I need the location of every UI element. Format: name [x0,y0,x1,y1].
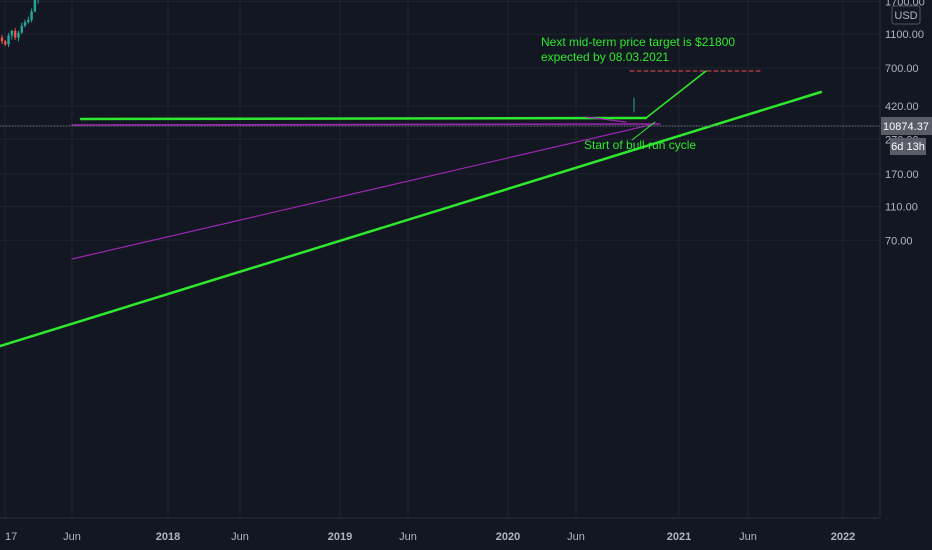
candle [10,29,14,40]
last-price-label: 10874.37 6d 13h [881,117,932,155]
purple-short-line [585,116,627,123]
target-arrow-line [645,70,707,119]
annotation-target-line2: expected by 08.03.2021 [541,50,669,64]
candle [30,8,33,23]
resistance-line [79,116,648,121]
y-tick-label: 70.00 [885,235,913,247]
x-tick-label: Jun [231,531,249,543]
time-axis[interactable]: 17 Jun 2018 Jun 2019 Jun 2020 Jun 2021 Jun 2022 [0,517,932,550]
x-tick-label: 2019 [328,531,352,543]
currency-label: USD [894,10,917,22]
candle [0,35,4,45]
candle [17,30,20,42]
x-tick-label: 2021 [667,531,691,543]
candle [33,0,37,13]
x-tick-label: Jun [567,531,585,543]
candle [23,19,27,28]
annotation-target-line1: Next mid-term price target is $21800 [541,35,735,49]
x-tick-label: 2022 [831,531,855,543]
x-tick-label: Jun [63,531,81,543]
x-tick-label: Jun [399,531,417,543]
countdown-value: 6d 13h [891,141,925,153]
purple-trendline [71,124,651,260]
candle [4,40,7,46]
candle [27,16,30,24]
annotation-bull-run: Start of bull run cycle [584,138,696,152]
y-tick-label: 170.00 [885,169,919,181]
support-trendline [0,90,823,348]
x-tick-label: 2020 [496,531,520,543]
purple-horizontal-line [71,123,661,126]
candlestick-series [0,0,39,48]
x-tick-label: 2018 [156,531,180,543]
x-tick-label: 17 [5,531,17,543]
y-tick-label: 700.00 [885,63,919,75]
trend-drawings [0,70,880,348]
x-tick-label: Jun [739,531,757,543]
annotations: Next mid-term price target is $21800 exp… [541,35,735,152]
y-tick-label: 420.00 [885,101,919,113]
y-tick-label: 110.00 [885,201,918,213]
bull-run-arrow [631,121,656,141]
y-tick-label: 1700.00 [885,0,925,9]
last-price-value: 10874.37 [883,121,929,133]
y-tick-label: 1100.00 [885,29,924,41]
candle [37,0,39,4]
candle [13,27,17,40]
candle [20,22,23,34]
currency-badge[interactable]: USD [891,5,921,25]
price-axis[interactable]: 52000.0032000.0019500.0012000.007500.004… [879,0,932,518]
candle [7,33,10,48]
